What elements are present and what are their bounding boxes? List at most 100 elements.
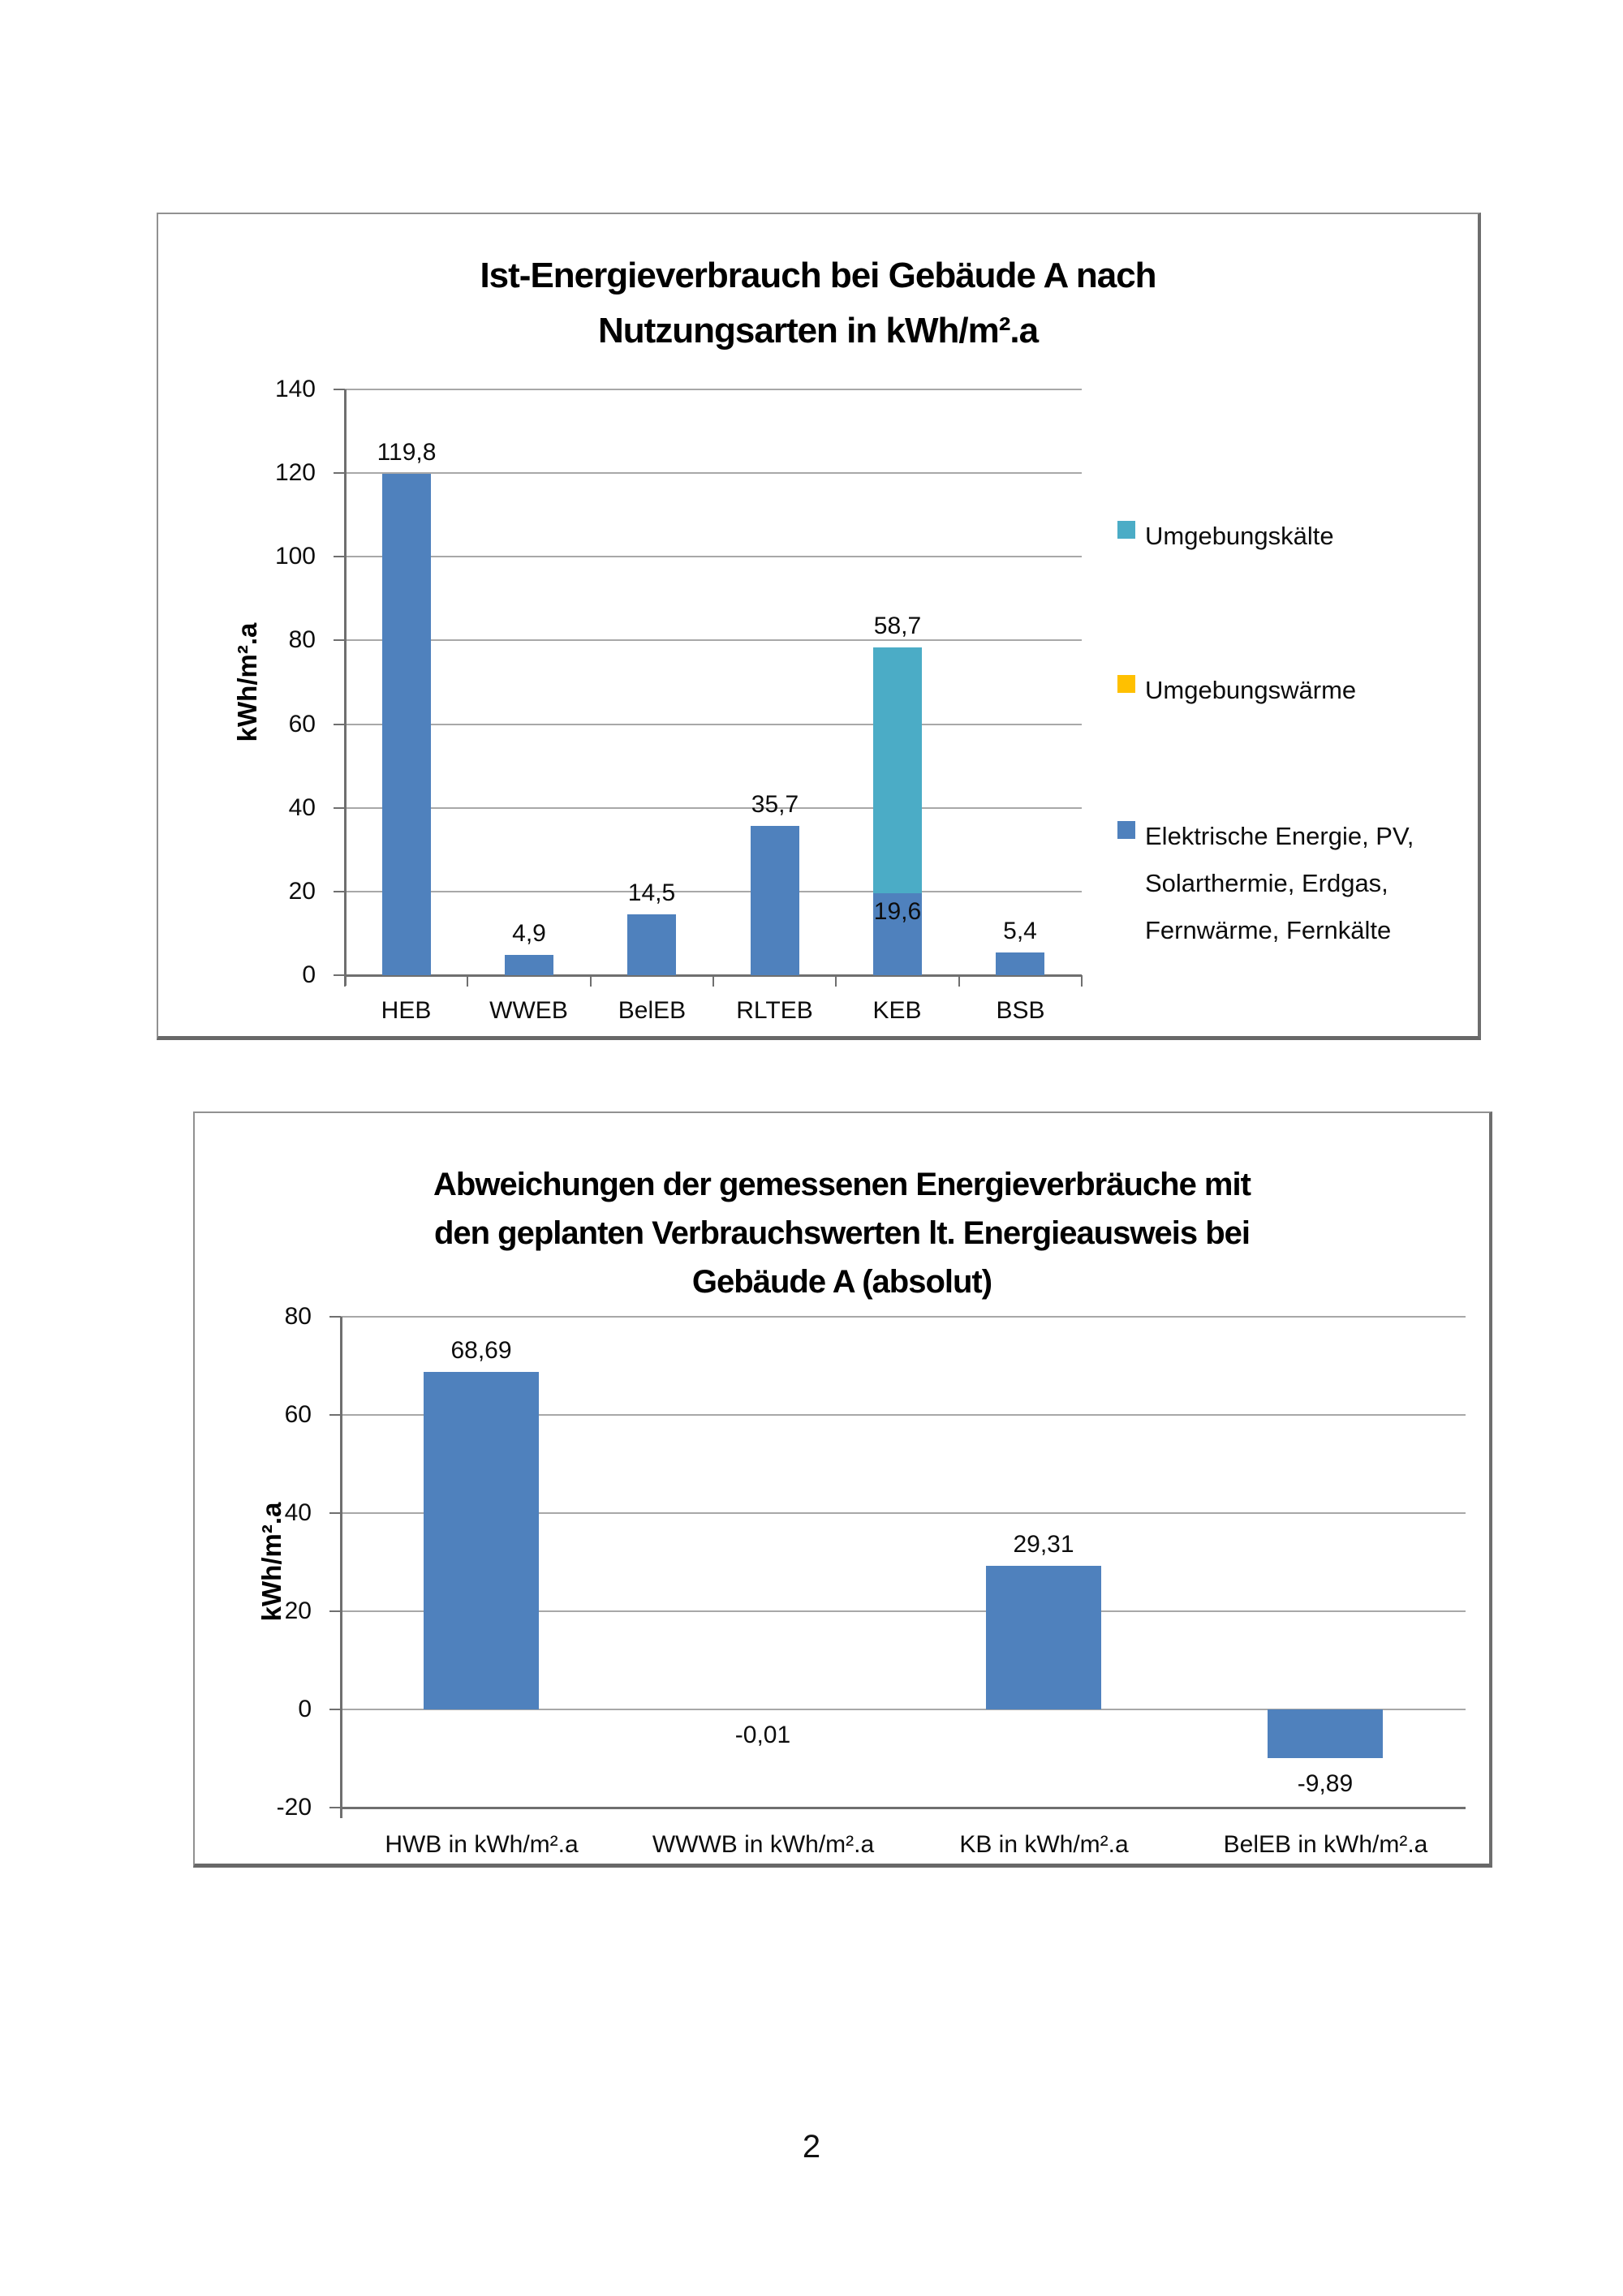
legend-label-line: Solarthermie, Erdgas, [1145,869,1388,897]
x-category-label: HEB [381,997,432,1024]
y-axis-tick [334,974,345,976]
bar-value-label: 5,4 [1003,918,1037,944]
bar-value-label: 119,8 [377,439,437,466]
y-axis-tick [334,724,345,725]
gridline [341,1610,1466,1612]
y-axis-tick [329,1807,341,1808]
bar-value-label: 29,31 [1013,1531,1074,1558]
page-number: 2 [802,2129,821,2165]
x-category-label: HWB in kWh/m².a [385,1831,579,1858]
bar-BelEB in kWh/m².a [1268,1709,1383,1758]
x-category-label: WWWB in kWh/m².a [652,1831,875,1858]
y-tick-label: 0 [298,1696,312,1722]
chart-title-line: Abweichungen der gemessenen Energieverbr… [433,1167,1251,1202]
gridline [345,807,1082,809]
x-category-label: RLTEB [736,997,813,1024]
y-axis-line [340,1317,342,1818]
y-tick-label: 80 [284,1303,312,1330]
y-tick-label: 20 [284,1597,312,1624]
y-axis-tick [329,1414,341,1416]
chart-ist-energieverbrauch: Ist-Energieverbrauch bei Gebäude A nach N… [157,213,1481,1040]
chart-title-line: Gebäude A (absolut) [691,1264,992,1300]
legend-label-2: Umgebungswärme [1145,667,1486,714]
y-tick-label: 20 [288,878,316,905]
y-axis-tick [329,1709,341,1710]
legend-label-3: Elektrische Energie, PV, Solarthermie, Er… [1145,813,1486,954]
y-tick-label: 60 [284,1401,312,1428]
legend-swatch-3 [1117,821,1135,839]
bar-segment-HEB [382,474,431,975]
y-axis-tick [334,389,345,390]
bar-segment-KEB [873,647,922,893]
bar-value-label: -0,01 [734,1722,791,1748]
x-axis-tick [835,975,837,987]
legend-label-line: Umgebungskälte [1145,522,1334,550]
x-axis-tick [1081,975,1083,987]
x-axis-tick [590,975,592,987]
x-category-label: WWEB [489,997,568,1024]
legend-swatch-1 [1117,521,1135,539]
x-axis-tick [712,975,714,987]
y-tick-label: 40 [288,794,316,821]
gridline [341,1709,1466,1710]
bar-segment-RLTEB [751,826,799,975]
bar-value-label: -9,89 [1297,1770,1354,1797]
legend-label-line: Fernwärme, Fernkälte [1145,916,1392,944]
chart-title-line: Ist-Energieverbrauch bei Gebäude A nach [480,256,1156,295]
x-category-label: BSB [996,997,1045,1024]
gridline [345,891,1082,892]
y-axis-tick [334,472,345,474]
gridline [341,1316,1466,1318]
chart-title-line: den geplanten Verbrauchswerten lt. Energ… [433,1215,1251,1251]
chart-abweichungen: Abweichungen der gemessenen Energieverbr… [193,1111,1492,1868]
gridline [345,639,1082,641]
y-tick-label: -20 [276,1794,312,1821]
y-axis-title: kWh/m².a [256,1502,286,1622]
y-axis-tick [329,1316,341,1318]
y-axis-tick [334,556,345,557]
gridline [345,472,1082,474]
bar-segment-value-label: 19,6 [873,898,922,925]
y-tick-label: 100 [274,543,316,570]
legend-label-line: Umgebungswärme [1145,676,1357,704]
gridline [341,1414,1466,1416]
bar-value-label: 68,69 [450,1337,512,1364]
y-tick-label: 140 [274,376,316,402]
y-axis-title: kWh/m².a [232,622,262,742]
legend-label-line: Elektrische Energie, PV, [1145,822,1414,850]
bar-value-label: 35,7 [751,791,799,818]
bar-value-label: 58,7 [873,613,922,639]
x-axis-tick [344,975,346,987]
bar-segment-WWEB [505,955,553,975]
bar-segment-KEB [873,893,922,975]
bar-value-label: 14,5 [627,879,676,906]
x-category-label: KEB [872,997,922,1024]
x-axis-tick [467,975,468,987]
gridline [345,556,1082,557]
legend-swatch-2 [1117,675,1135,693]
y-axis-line [344,389,347,986]
x-category-label: KB in kWh/m².a [959,1831,1129,1858]
y-axis-tick [329,1610,341,1612]
y-axis-tick [334,639,345,641]
legend-label-1: Umgebungskälte [1145,513,1486,560]
bar-value-label: 4,9 [512,920,546,947]
y-axis-tick [334,891,345,892]
bar-HWB in kWh/m².a [424,1372,539,1709]
y-tick-label: 80 [288,626,316,653]
y-tick-label: 40 [284,1499,312,1526]
y-axis-tick [329,1512,341,1514]
bar-KB in kWh/m².a [986,1566,1101,1709]
y-tick-label: 60 [288,711,316,737]
y-axis-tick [334,807,345,809]
x-category-label: BelEB in kWh/m².a [1223,1831,1428,1858]
x-axis-tick [958,975,960,987]
bar-segment-BSB [996,952,1044,975]
chart-title-line: Nutzungsarten in kWh/m².a [597,311,1039,350]
gridline [345,389,1082,390]
gridline [341,1512,1466,1514]
x-axis-line [341,1807,1466,1809]
x-category-label: BelEB [618,997,687,1024]
gridline [345,724,1082,725]
